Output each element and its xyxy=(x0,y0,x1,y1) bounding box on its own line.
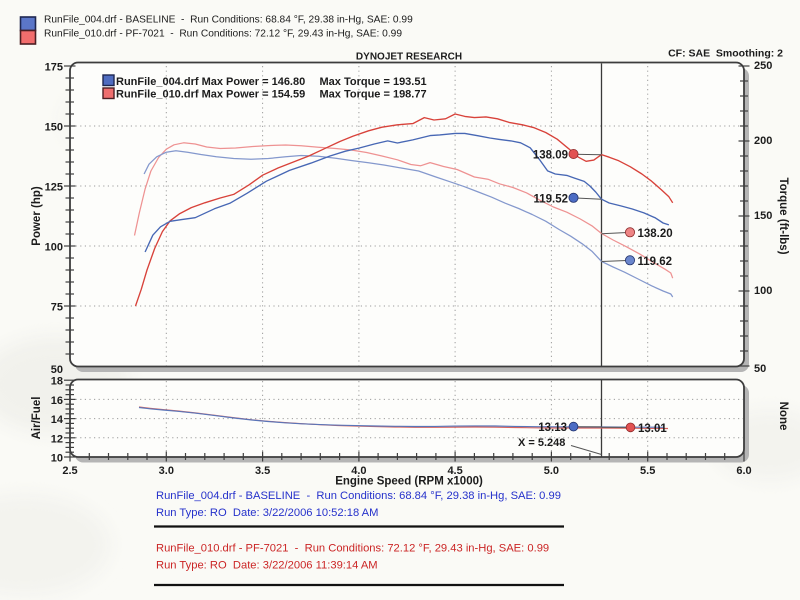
svg-text:None: None xyxy=(777,402,789,431)
svg-text:3.0: 3.0 xyxy=(159,465,174,477)
svg-text:138.20: 138.20 xyxy=(638,228,673,240)
svg-text:50: 50 xyxy=(51,364,63,376)
svg-text:119.62: 119.62 xyxy=(638,256,673,268)
svg-text:150: 150 xyxy=(754,210,772,222)
svg-text:75: 75 xyxy=(51,302,63,314)
svg-text:4.5: 4.5 xyxy=(447,465,462,477)
svg-text:12: 12 xyxy=(51,433,63,445)
svg-text:RunFile_010.drf Max Power = 15: RunFile_010.drf Max Power = 154.59 xyxy=(116,89,305,101)
svg-text:X = 5.248: X = 5.248 xyxy=(518,437,565,449)
svg-text:175: 175 xyxy=(45,62,63,74)
svg-text:125: 125 xyxy=(45,182,63,194)
svg-text:DYNOJET RESEARCH: DYNOJET RESEARCH xyxy=(356,52,462,63)
svg-text:5.5: 5.5 xyxy=(640,465,655,477)
svg-text:100: 100 xyxy=(45,242,63,254)
svg-text:100: 100 xyxy=(754,285,772,297)
svg-text:13.13: 13.13 xyxy=(538,422,567,434)
svg-text:Engine Speed (RPM x1000): Engine Speed (RPM x1000) xyxy=(335,476,483,488)
svg-text:RunFile_004.drf - BASELINE -: RunFile_004.drf - BASELINE - Run Conditi… xyxy=(156,490,561,502)
svg-text:4.0: 4.0 xyxy=(351,465,366,477)
svg-text:150: 150 xyxy=(45,122,63,134)
svg-text:5.0: 5.0 xyxy=(544,465,559,477)
svg-text:Air/Fuel: Air/Fuel xyxy=(31,397,43,440)
svg-text:RunFile_010.drf - PF-7021 -: RunFile_010.drf - PF-7021 - Run Conditio… xyxy=(44,29,402,40)
svg-text:6.0: 6.0 xyxy=(736,465,751,477)
svg-text:RunFile_010.drf - PF-7021 -: RunFile_010.drf - PF-7021 - Run Conditio… xyxy=(156,543,549,555)
svg-text:18: 18 xyxy=(51,376,63,388)
svg-text:RunFile_004.drf - BASELINE -: RunFile_004.drf - BASELINE - Run Conditi… xyxy=(44,15,413,26)
svg-text:50: 50 xyxy=(754,363,766,375)
svg-text:Max Torque = 193.51: Max Torque = 193.51 xyxy=(320,76,427,88)
svg-text:14: 14 xyxy=(51,414,64,426)
svg-text:Run Type: RO Date: 3/22/2006: Run Type: RO Date: 3/22/2006 11:39:14 AM xyxy=(156,560,378,572)
svg-text:Power (hp): Power (hp) xyxy=(31,186,43,246)
svg-text:13.01: 13.01 xyxy=(638,423,667,435)
svg-text:Run Type: RO Date: 3/22/2006: Run Type: RO Date: 3/22/2006 10:52:18 AM xyxy=(156,507,378,519)
svg-text:Max Torque = 198.77: Max Torque = 198.77 xyxy=(320,89,427,101)
svg-text:3.5: 3.5 xyxy=(255,465,270,477)
svg-text:200: 200 xyxy=(754,135,772,147)
svg-text:Torque (ft-lbs): Torque (ft-lbs) xyxy=(777,177,789,254)
svg-text:138.09: 138.09 xyxy=(533,150,568,162)
svg-text:250: 250 xyxy=(754,60,772,72)
svg-text:2.5: 2.5 xyxy=(62,465,77,477)
svg-text:16: 16 xyxy=(51,395,63,407)
svg-text:119.52: 119.52 xyxy=(533,193,568,205)
svg-text:10: 10 xyxy=(51,453,63,465)
svg-text:RunFile_004.drf Max Power = 14: RunFile_004.drf Max Power = 146.80 xyxy=(116,76,305,88)
svg-text:CF: SAE Smoothing: 2: CF: SAE Smoothing: 2 xyxy=(668,48,783,60)
